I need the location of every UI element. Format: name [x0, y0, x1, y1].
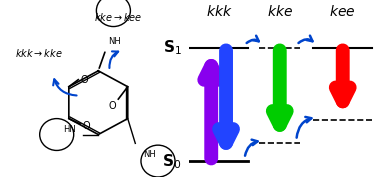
Text: $kkk$: $kkk$ [206, 4, 233, 19]
Text: O: O [80, 75, 88, 85]
Text: O: O [109, 101, 116, 111]
Text: NH: NH [143, 150, 156, 159]
Text: NH: NH [108, 37, 121, 46]
Text: $kke$: $kke$ [267, 4, 293, 19]
Text: O: O [82, 121, 90, 131]
Text: S$_1$: S$_1$ [163, 38, 181, 57]
Text: $kkk\rightarrow kke$: $kkk\rightarrow kke$ [15, 47, 63, 59]
Text: $kee$: $kee$ [330, 4, 356, 19]
Text: HN: HN [63, 125, 76, 134]
Text: S$_0$: S$_0$ [162, 152, 181, 171]
Text: $kke\rightarrow kee$: $kke\rightarrow kee$ [94, 11, 143, 23]
